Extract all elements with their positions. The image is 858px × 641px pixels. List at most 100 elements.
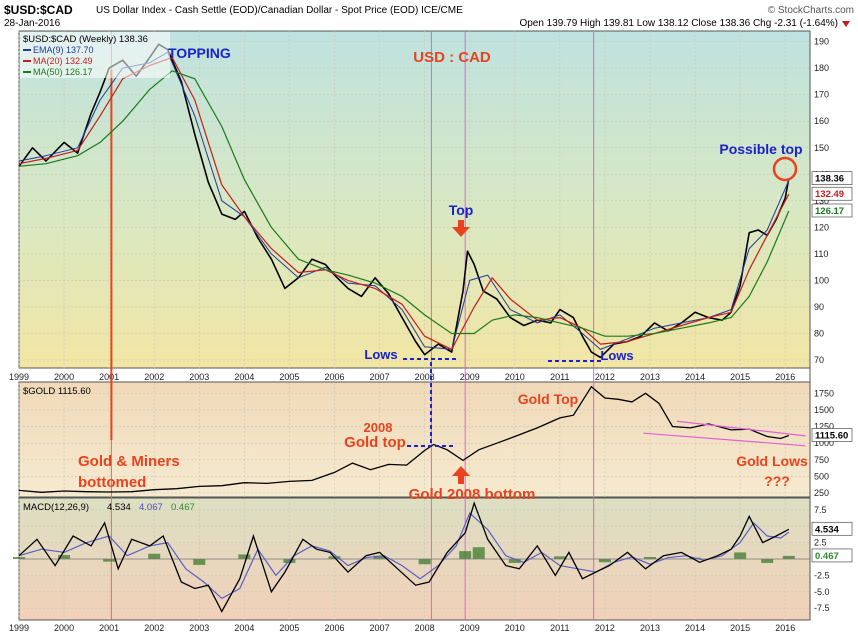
price-y-tick-label: 100 xyxy=(814,275,829,285)
price-badge-close: 138.36 xyxy=(815,174,844,185)
macd-histogram-bar xyxy=(472,547,485,559)
x-tick-label-top: 2008 xyxy=(415,372,435,382)
macd-histogram-bar xyxy=(643,557,656,559)
price-legend-title: $USD:$CAD (Weekly) 138.36 xyxy=(23,34,148,45)
x-tick-label-bottom: 2015 xyxy=(730,623,750,633)
macd-histogram-bar xyxy=(459,551,472,559)
gold-trendline-upper xyxy=(676,420,806,437)
symbol-description: US Dollar Index - Cash Settle (EOD)/Cana… xyxy=(96,5,463,16)
chart-date: 28-Jan-2016 xyxy=(4,18,61,29)
x-tick-label-bottom: 2002 xyxy=(144,623,164,633)
lows-label-2011: Lows xyxy=(600,348,633,363)
x-tick-label-bottom: 2000 xyxy=(54,623,74,633)
x-tick-label-bottom: 2011 xyxy=(550,623,569,633)
x-tick-label-top: 2012 xyxy=(595,372,615,382)
x-tick-label-bottom: 2004 xyxy=(234,623,254,633)
x-tick-label-bottom: 2007 xyxy=(370,623,390,633)
x-tick-label-bottom: 2013 xyxy=(640,623,660,633)
gold-2008-bottom-label: Gold 2008 bottom xyxy=(409,486,536,503)
macd-y-tick-label: 2.5 xyxy=(814,538,827,548)
macd-histogram-bar xyxy=(373,555,386,559)
x-tick-label-top: 2013 xyxy=(640,372,660,382)
x-tick-label-bottom: 2003 xyxy=(189,623,209,633)
bottom-arrow-shaft xyxy=(458,475,464,484)
macd-histogram-bar xyxy=(13,557,25,559)
macd-histogram-bar xyxy=(553,556,566,559)
macd-line xyxy=(18,501,790,613)
x-tick-label-top: 1999 xyxy=(9,372,29,382)
price-y-tick-label: 150 xyxy=(814,143,829,153)
bottomed-label: bottomed xyxy=(78,474,146,491)
x-tick-label-top: 2000 xyxy=(54,372,74,382)
price-legend-box xyxy=(20,32,170,78)
macd-legend-value: 4.534 xyxy=(107,502,131,513)
lows-label-2008: Lows xyxy=(364,347,397,362)
x-tick-label-bottom: 2012 xyxy=(595,623,615,633)
x-tick-label-bottom: 2005 xyxy=(279,623,299,633)
macd-histogram-bar xyxy=(58,555,71,559)
price-y-tick-label: 160 xyxy=(814,116,829,126)
price-y-tick-label: 110 xyxy=(814,249,828,259)
top-arrow-shaft xyxy=(458,220,464,228)
macd-histogram-bar xyxy=(238,554,251,559)
x-tick-label-top: 2006 xyxy=(324,372,344,382)
price-y-tick-label: 70 xyxy=(814,355,824,365)
gold-y-tick-label: 500 xyxy=(814,471,829,481)
macd-histogram-bar xyxy=(148,553,161,559)
macd-histogram-bar xyxy=(734,552,747,559)
source-credit: © StockCharts.com xyxy=(767,5,854,16)
gold-line xyxy=(18,385,790,493)
x-tick-label-bottom: 2016 xyxy=(775,623,795,633)
macd-histogram-bar xyxy=(103,559,116,562)
x-tick-label-bottom: 2014 xyxy=(685,623,705,633)
macd-badge-box xyxy=(811,521,853,536)
gold-y-tick-label: 750 xyxy=(814,455,829,465)
macd-signal-line xyxy=(18,512,790,600)
price-badge-close-box xyxy=(811,171,853,185)
x-tick-label-top: 2009 xyxy=(460,372,480,382)
price-y-tick-label: 120 xyxy=(814,222,829,232)
price-legend-item: MA(50) 126.17 xyxy=(33,67,93,77)
top-label: Top xyxy=(449,202,474,218)
quote-line: Open 139.79 High 139.81 Low 138.12 Close… xyxy=(519,18,838,29)
macd-histogram-bar xyxy=(761,559,774,563)
price-badge-ma20-box xyxy=(811,186,853,201)
gold-y-tick-label: 1500 xyxy=(814,405,834,415)
possible-top-circle xyxy=(772,156,798,182)
gold-trendline-lower xyxy=(643,432,806,447)
gold-miners-label: Gold & Miners xyxy=(78,453,180,470)
x-tick-label-bottom: 2006 xyxy=(324,623,344,633)
usd-cad-title: USD : CAD xyxy=(413,49,491,66)
macd-hist-badge: 0.467 xyxy=(815,551,839,562)
gold-badge: 1115.60 xyxy=(815,430,848,441)
top-arrow-head xyxy=(452,227,470,237)
x-tick-label-top: 2007 xyxy=(370,372,390,382)
topping-label: TOPPING xyxy=(168,45,231,61)
gold-y-tick-label: 250 xyxy=(814,488,829,498)
price-y-tick-label: 180 xyxy=(814,63,829,73)
macd-histogram-bar xyxy=(598,559,611,563)
right-axis-strip xyxy=(810,31,858,620)
macd-y-tick-label: -7.5 xyxy=(814,603,830,613)
x-tick-label-bottom: 2001 xyxy=(99,623,119,633)
price-panel-background xyxy=(18,30,811,369)
x-tick-label-top: 2002 xyxy=(144,372,164,382)
gold-lows-label: Gold Lows xyxy=(736,453,808,469)
ma50-line xyxy=(18,70,790,337)
question-marks-label: ??? xyxy=(764,473,790,489)
gold-badge-box xyxy=(811,428,853,442)
price-y-tick-label: 90 xyxy=(814,302,824,312)
x-tick-label-top: 2016 xyxy=(775,372,795,382)
gold-y-tick-label: 1250 xyxy=(814,422,834,432)
macd-histogram-bar xyxy=(782,555,795,559)
x-tick-label-top: 2015 xyxy=(730,372,750,382)
macd-legend-title: MACD(12,26,9) xyxy=(23,502,89,513)
x-tick-label-bottom: 2009 xyxy=(460,623,480,633)
price-badge-ma50: 126.17 xyxy=(815,206,844,217)
x-tick-label-top: 2014 xyxy=(685,372,705,382)
x-tick-label-top: 2005 xyxy=(279,372,299,382)
macd-histogram-bar xyxy=(193,559,206,565)
macd-y-tick-label: -2.5 xyxy=(814,570,830,580)
